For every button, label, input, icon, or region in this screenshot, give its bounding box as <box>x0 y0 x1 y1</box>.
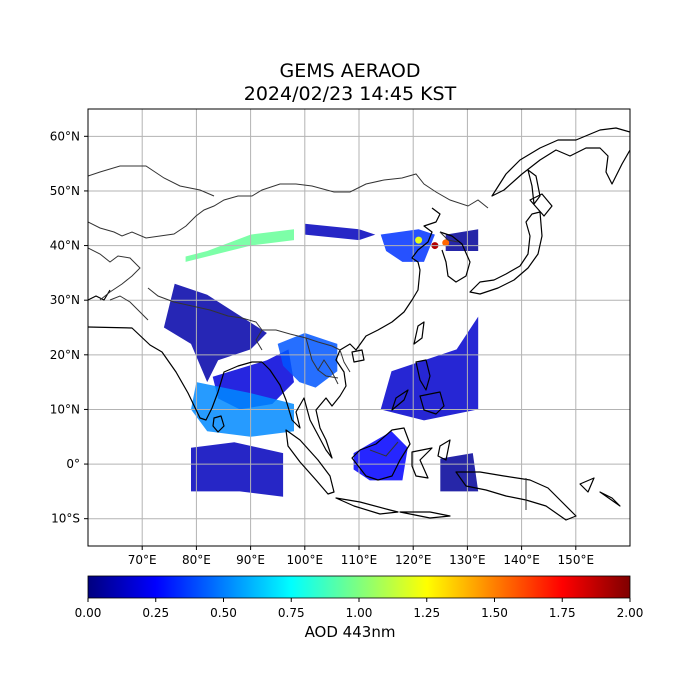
aod-region-mongolia-north-china <box>304 223 376 241</box>
aod-region-indochina <box>277 333 338 388</box>
longitude-tick-label: 150°E <box>558 553 595 567</box>
gridlines <box>88 109 630 546</box>
latitude-tick-label: 20°N <box>50 348 80 362</box>
coastline-philippines-south <box>419 391 445 415</box>
coastline-sri-lanka <box>212 415 225 433</box>
border-kazakh <box>88 165 215 197</box>
longitude-tick-label: 110°E <box>341 553 378 567</box>
coastline-hokkaido <box>529 193 553 217</box>
colorbar <box>87 575 631 599</box>
longitude-tick-label: 100°E <box>287 553 324 567</box>
border-laos-vietnam <box>339 349 351 373</box>
aod-region-philippines-sea <box>380 316 479 421</box>
longitude-axis: 70°E 80°E 90°E 100°E 110°E 120°E 130°E 140°E 150… <box>128 546 594 567</box>
coastline-luzon <box>415 359 431 391</box>
border-korea <box>439 231 459 243</box>
border-indochina-inner <box>305 337 339 385</box>
colorbar-tick-label: 0.75 <box>278 606 305 620</box>
colorbar-label: AOD 443nm <box>304 623 396 641</box>
border-central-asia <box>88 173 489 239</box>
colorbar-tick-label: 1.75 <box>549 606 576 620</box>
latitude-tick-label: 50°N <box>50 184 80 198</box>
coastline-lesser-sunda <box>399 511 451 519</box>
aod-hotspot <box>442 239 450 247</box>
coastline-java <box>335 497 399 515</box>
longitude-tick-label: 140°E <box>503 553 540 567</box>
coastline-taiwan <box>413 321 425 345</box>
figure-title: GEMS AERAOD <box>279 60 421 82</box>
coastline-sakhalin <box>527 169 541 205</box>
colorbar-ticks: 0.00 0.25 0.50 0.75 1.00 1.25 1.50 1.75 2.00 <box>75 598 644 620</box>
longitude-tick-label: 120°E <box>395 553 432 567</box>
border-borneo <box>369 441 399 457</box>
coastline-japan <box>469 211 543 295</box>
border-himalaya <box>147 287 263 351</box>
longitude-tick-label: 80°E <box>182 553 211 567</box>
coastline-indochina <box>261 207 441 459</box>
aod-region-borneo <box>353 431 408 481</box>
latitude-tick-label: 30°N <box>50 293 80 307</box>
longitude-tick-label: 90°E <box>236 553 265 567</box>
latitude-tick-label: 40°N <box>50 239 80 253</box>
colorbar-tick-label: 0.00 <box>75 606 102 620</box>
coastline-new-guinea <box>455 471 577 521</box>
coastline-russia-east <box>491 127 630 197</box>
coastline-india <box>88 326 262 421</box>
latitude-tick-label: 10°S <box>51 512 80 526</box>
colorbar-tick-label: 2.00 <box>617 606 644 620</box>
colorbar-tick-label: 1.25 <box>413 606 440 620</box>
latitude-tick-label: 60°N <box>50 129 80 143</box>
coastline-moluccas <box>437 439 451 461</box>
aod-region-equatorial-ocean <box>191 442 284 497</box>
coastline-sulawesi <box>411 447 433 479</box>
colorbar-tick-label: 0.25 <box>142 606 169 620</box>
latitude-tick-label: 0° <box>66 457 80 471</box>
border-pakistan-india <box>109 295 149 321</box>
coastline-korea <box>439 231 471 283</box>
coastlines <box>88 127 630 521</box>
coastline-sumatra <box>285 429 335 495</box>
coastline-bismarck <box>579 477 621 507</box>
colorbar-tick-label: 0.50 <box>210 606 237 620</box>
figure-subtitle: 2024/02/23 14:45 KST <box>243 83 457 105</box>
latitude-tick-label: 10°N <box>50 402 80 416</box>
latitude-axis: 60°N 50°N 40°N 30°N 20°N 10°N 0° 10°S <box>50 129 88 526</box>
aod-region-north-india-plain <box>163 283 267 383</box>
colorbar-tick-label: 1.00 <box>346 606 373 620</box>
longitude-tick-label: 130°E <box>449 553 486 567</box>
coastline-palawan <box>391 389 409 411</box>
coastline-borneo <box>351 427 411 481</box>
border-afghan <box>88 247 141 301</box>
country-borders <box>88 165 527 510</box>
longitude-tick-label: 70°E <box>128 553 157 567</box>
coastline-hainan <box>351 349 365 363</box>
border-thai-cambodia <box>317 369 339 379</box>
colorbar-tick-label: 1.50 <box>481 606 508 620</box>
aod-hotspot <box>415 236 423 244</box>
